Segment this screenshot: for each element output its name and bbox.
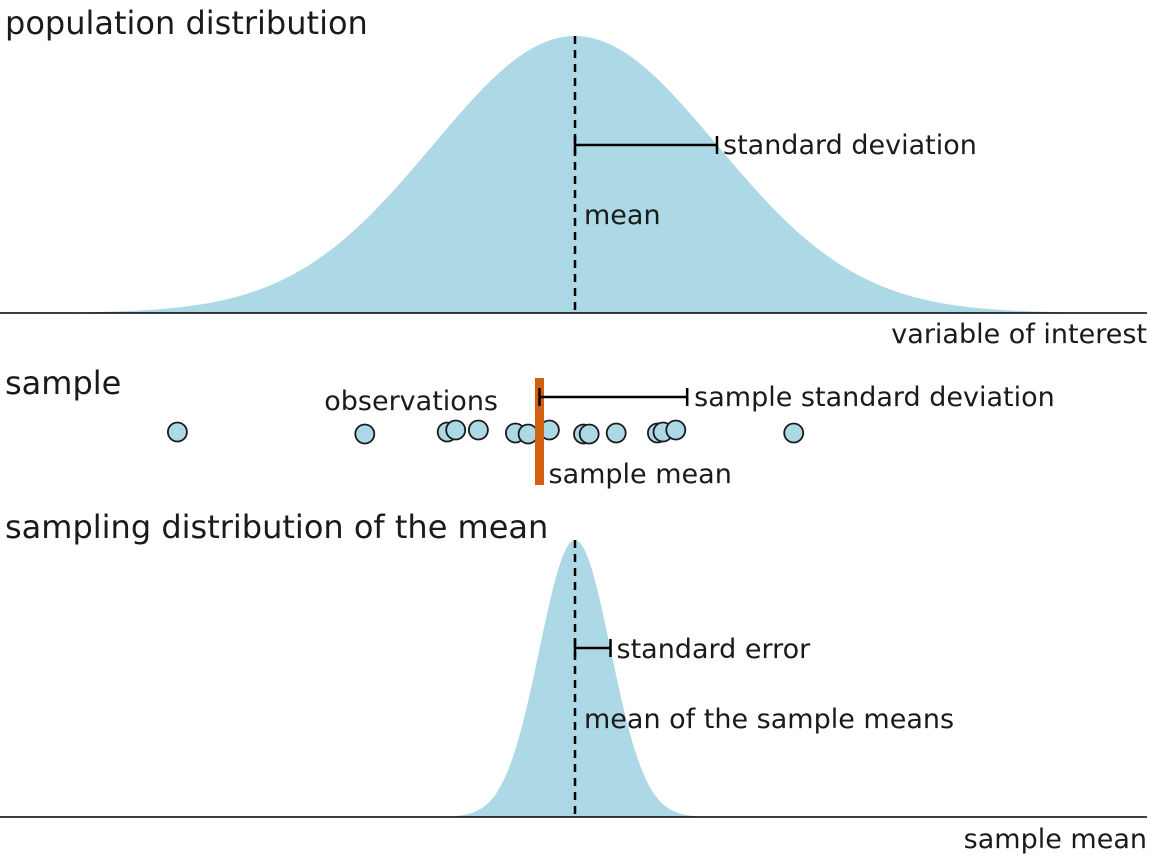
- sample-observations: [166, 419, 805, 445]
- sample-title: sample: [5, 364, 121, 402]
- sample-sd-label: sample standard deviation: [694, 382, 1055, 413]
- population-mean-label: mean: [584, 200, 661, 231]
- observations-label: observations: [324, 386, 498, 417]
- sampling-mean-label: mean of the sample means: [584, 704, 954, 735]
- observation-point: [445, 419, 467, 441]
- standard-error-label: standard error: [617, 634, 812, 665]
- standard-error-bar: [573, 639, 612, 657]
- population-title: population distribution: [5, 4, 368, 42]
- sample-sd-bar: [538, 388, 689, 406]
- population-panel: population distribution standard deviati…: [0, 4, 1147, 350]
- observation-point: [354, 423, 376, 445]
- sample-mean-label: sample mean: [549, 459, 732, 490]
- sampling-panel: sampling distribution of the mean standa…: [0, 508, 1147, 855]
- observation-point: [605, 422, 627, 444]
- sampling-density-curve: [7, 540, 1143, 817]
- sampling-axis-label: sample mean: [964, 824, 1147, 855]
- sample-mean-bar: [535, 378, 544, 485]
- observation-point: [166, 421, 188, 443]
- observation-point: [578, 423, 600, 445]
- observation-point: [783, 422, 805, 444]
- observation-point: [467, 419, 489, 441]
- population-axis-label: variable of interest: [891, 319, 1147, 350]
- population-sd-label: standard deviation: [723, 130, 977, 161]
- observation-point: [517, 423, 539, 445]
- population-density-curve: [7, 36, 1143, 313]
- observation-point: [665, 419, 687, 441]
- sampling-title: sampling distribution of the mean: [5, 508, 548, 546]
- sample-panel: sample observations sample standard devi…: [5, 364, 1055, 490]
- population-sd-bar: [573, 136, 719, 154]
